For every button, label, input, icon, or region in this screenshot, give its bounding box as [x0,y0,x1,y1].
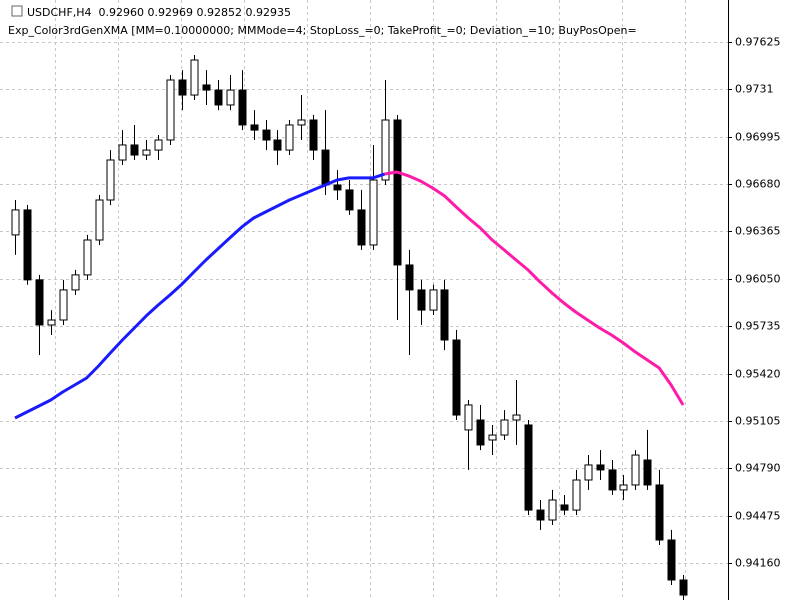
candle-body [429,289,438,311]
candle-body [631,454,640,486]
y-tick-label: 0.94475 [735,510,781,523]
candle-body [321,149,330,186]
candle-body [250,124,259,131]
y-tick-label: 0.95735 [735,320,781,333]
indicator-line [384,170,685,406]
grid [0,0,728,600]
y-tick-label: 0.95420 [735,368,781,381]
candle-body [95,199,104,241]
candle-body [596,464,605,471]
candle-body [106,159,115,201]
candle-body [667,539,676,581]
candle-body [405,264,414,291]
candle-body [608,469,617,491]
candle-body [345,189,354,211]
candle-body [643,459,652,486]
candle-body [214,89,223,106]
candle-body [35,279,44,326]
y-tick-label: 0.96995 [735,131,781,144]
candle-body [59,289,68,321]
candle-body [560,504,569,511]
candle-body [11,209,20,236]
plot [11,55,688,600]
candle-body [142,149,151,156]
indicator-line [14,172,386,420]
candle-body [238,89,247,126]
candle-body [464,404,473,431]
candle-body [130,144,139,156]
candle-body [512,414,521,421]
candle-body [369,179,378,246]
candle-body [202,84,211,91]
candle-body [536,509,545,521]
candle-body [178,79,187,96]
candle-body [297,119,306,126]
candle-body [679,579,688,596]
candle-body [357,209,366,246]
candle-body [118,144,127,161]
y-tick-label: 0.94790 [735,462,781,475]
candle-body [226,89,235,106]
candle-body [309,119,318,151]
candle-body [71,274,80,291]
candle-body [190,59,199,96]
y-tick-label: 0.97625 [735,36,781,49]
candle-body [524,424,533,511]
candle-body [476,419,485,446]
symbol-icon [11,5,23,17]
candle-body [154,139,163,151]
y-tick-label: 0.96365 [735,225,781,238]
candle-body [500,419,509,436]
y-tick-label: 0.94160 [735,557,781,570]
candle-body [572,479,581,511]
candle-body [488,434,497,441]
candle-body [47,319,56,326]
y-tick-label: 0.96050 [735,273,781,286]
chart-title: USDCHF,H4 0.92960 0.92969 0.92852 0.9293… [27,6,291,19]
candle-body [548,499,557,521]
candle-body [273,139,282,151]
candle-body [23,209,32,281]
y-tick-label: 0.95105 [735,415,781,428]
candle-body [333,184,342,191]
candle-body [83,239,92,276]
candle-body [619,484,628,491]
candle-body [452,339,461,416]
y-tick-label: 0.96680 [735,178,781,191]
candle-body [393,119,402,266]
candle-body [417,289,426,311]
candle-body [285,124,294,151]
candle-body [584,464,593,481]
candle-body [655,484,664,541]
y-tick-label: 0.9731 [735,83,774,96]
candle-body [262,129,271,141]
chart-subtitle: Exp_Color3rdGenXMA [MM=0.10000000; MMMod… [8,24,637,37]
candle-body [381,119,390,181]
candle-body [166,79,175,141]
candle-body [440,289,449,341]
